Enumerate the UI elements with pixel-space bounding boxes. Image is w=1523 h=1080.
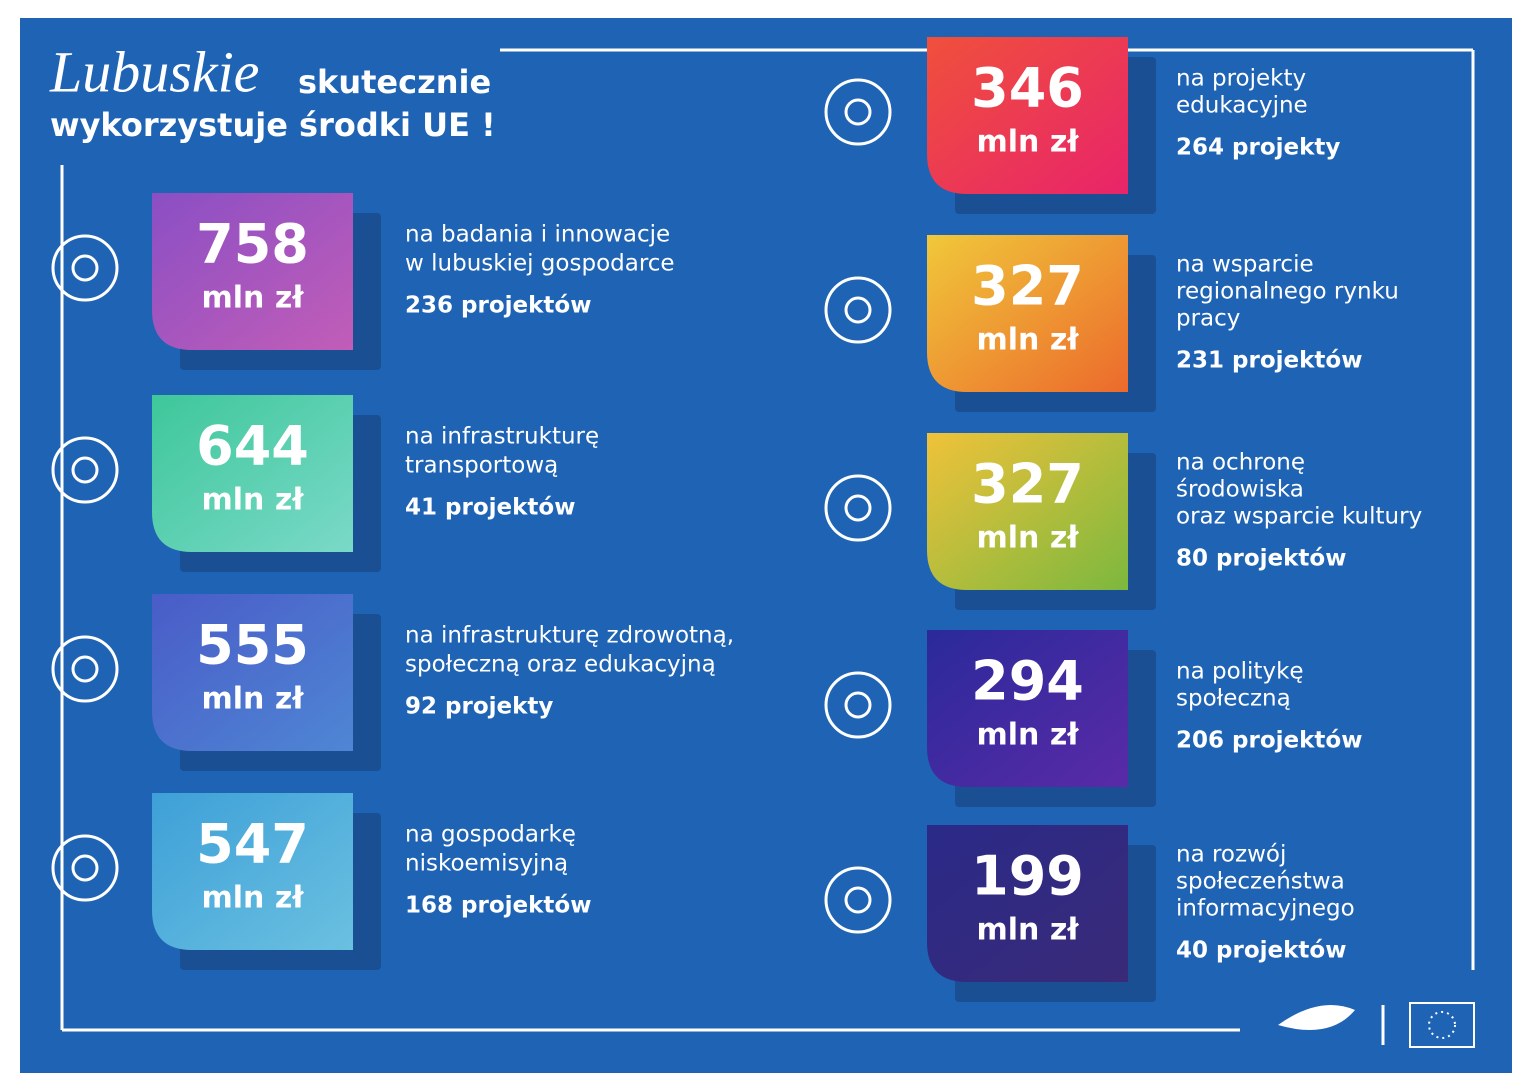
unit: mln zł bbox=[977, 718, 1080, 753]
icon bbox=[824, 671, 892, 739]
icon bbox=[71, 456, 99, 484]
item: 199 mln zł na rozwójspołeczeństwainformacy… bbox=[824, 825, 1355, 1002]
projects: 206 projektów bbox=[1176, 728, 1362, 754]
projects: 92 projekty bbox=[405, 694, 553, 720]
description: na badania i innowacje bbox=[405, 222, 670, 248]
amount: 547 bbox=[196, 813, 309, 876]
unit: mln zł bbox=[202, 682, 305, 717]
amount-box bbox=[927, 825, 1128, 982]
icon bbox=[71, 655, 99, 683]
frame bbox=[60, 48, 1475, 1045]
description: na infrastrukturę zdrowotną, bbox=[405, 623, 734, 649]
amount-box bbox=[927, 630, 1128, 787]
amount: 199 bbox=[971, 845, 1084, 908]
item: 644 mln zł na infrastrukturę transportową 41… bbox=[51, 395, 599, 572]
amount-box bbox=[152, 395, 353, 552]
amount: 555 bbox=[196, 614, 309, 677]
description: pracy bbox=[1176, 306, 1240, 332]
amount: 346 bbox=[971, 57, 1084, 120]
description: informacyjnego bbox=[1176, 896, 1355, 922]
item: 555 mln zł na infrastrukturę zdrowotną, spo… bbox=[51, 594, 734, 771]
unit: mln zł bbox=[977, 913, 1080, 948]
projects: 80 projektów bbox=[1176, 546, 1346, 572]
amount-box bbox=[927, 37, 1128, 194]
amount-box bbox=[927, 433, 1128, 590]
unit: mln zł bbox=[977, 125, 1080, 160]
description: społeczną oraz edukacyjną bbox=[405, 652, 716, 678]
unit: mln zł bbox=[202, 483, 305, 518]
description: na gospodarkę bbox=[405, 822, 576, 848]
icon bbox=[71, 854, 99, 882]
icon bbox=[844, 98, 872, 126]
projects: 41 projektów bbox=[405, 495, 575, 521]
description: społeczeństwa bbox=[1176, 869, 1345, 895]
logo bbox=[1278, 1005, 1355, 1030]
unit: mln zł bbox=[202, 281, 305, 316]
item: 758 mln zł na badania i innowacje w lubuski… bbox=[51, 193, 675, 370]
title: skutecznie bbox=[298, 63, 491, 101]
title: wykorzystuje środki UE ! bbox=[50, 106, 496, 144]
amount: 758 bbox=[196, 213, 309, 276]
title-script: Lubuskie bbox=[49, 39, 259, 104]
icon bbox=[71, 254, 99, 282]
icon bbox=[844, 691, 872, 719]
icon bbox=[824, 474, 892, 542]
description: regionalnego rynku bbox=[1176, 279, 1399, 305]
icon bbox=[824, 866, 892, 934]
icon bbox=[824, 276, 892, 344]
eu-flag bbox=[1409, 1002, 1475, 1048]
icon bbox=[824, 78, 892, 146]
description: oraz wsparcie kultury bbox=[1176, 504, 1422, 530]
amount: 327 bbox=[971, 453, 1084, 516]
projects: 231 projektów bbox=[1176, 348, 1362, 374]
amount: 327 bbox=[971, 255, 1084, 318]
amount-box bbox=[927, 235, 1128, 392]
description: społeczną bbox=[1176, 686, 1291, 712]
icon bbox=[844, 296, 872, 324]
description: niskoemisyjną bbox=[405, 851, 568, 877]
unit: mln zł bbox=[977, 521, 1080, 556]
items: 758 mln zł na badania i innowacje w lubuski… bbox=[51, 37, 1422, 1002]
description: na rozwój bbox=[1176, 842, 1286, 868]
amount: 294 bbox=[971, 650, 1084, 713]
amount-box bbox=[152, 793, 353, 950]
amount-box bbox=[152, 594, 353, 751]
icon bbox=[51, 834, 119, 902]
projects: 236 projektów bbox=[405, 293, 591, 319]
icon bbox=[844, 494, 872, 522]
item: 547 mln zł na gospodarkę niskoemisyjną 168 p… bbox=[51, 793, 591, 970]
description: na projekty bbox=[1176, 66, 1306, 92]
icon bbox=[51, 635, 119, 703]
description: środowiska bbox=[1176, 477, 1304, 503]
eu-stars bbox=[1428, 1011, 1456, 1039]
projects: 40 projektów bbox=[1176, 938, 1346, 964]
amount: 644 bbox=[196, 415, 309, 478]
description: w lubuskiej gospodarce bbox=[405, 251, 675, 277]
amount-box bbox=[152, 193, 353, 350]
description: na ochronę bbox=[1176, 450, 1305, 476]
icon bbox=[51, 436, 119, 504]
icon bbox=[51, 234, 119, 302]
description: na infrastrukturę bbox=[405, 424, 599, 450]
description: edukacyjne bbox=[1176, 93, 1308, 119]
description: transportową bbox=[405, 453, 558, 479]
unit: mln zł bbox=[202, 881, 305, 916]
description: na wsparcie bbox=[1176, 252, 1314, 278]
projects: 264 projekty bbox=[1176, 135, 1340, 161]
unit: mln zł bbox=[977, 323, 1080, 358]
projects: 168 projektów bbox=[405, 893, 591, 919]
description: na politykę bbox=[1176, 659, 1304, 685]
icon bbox=[844, 886, 872, 914]
